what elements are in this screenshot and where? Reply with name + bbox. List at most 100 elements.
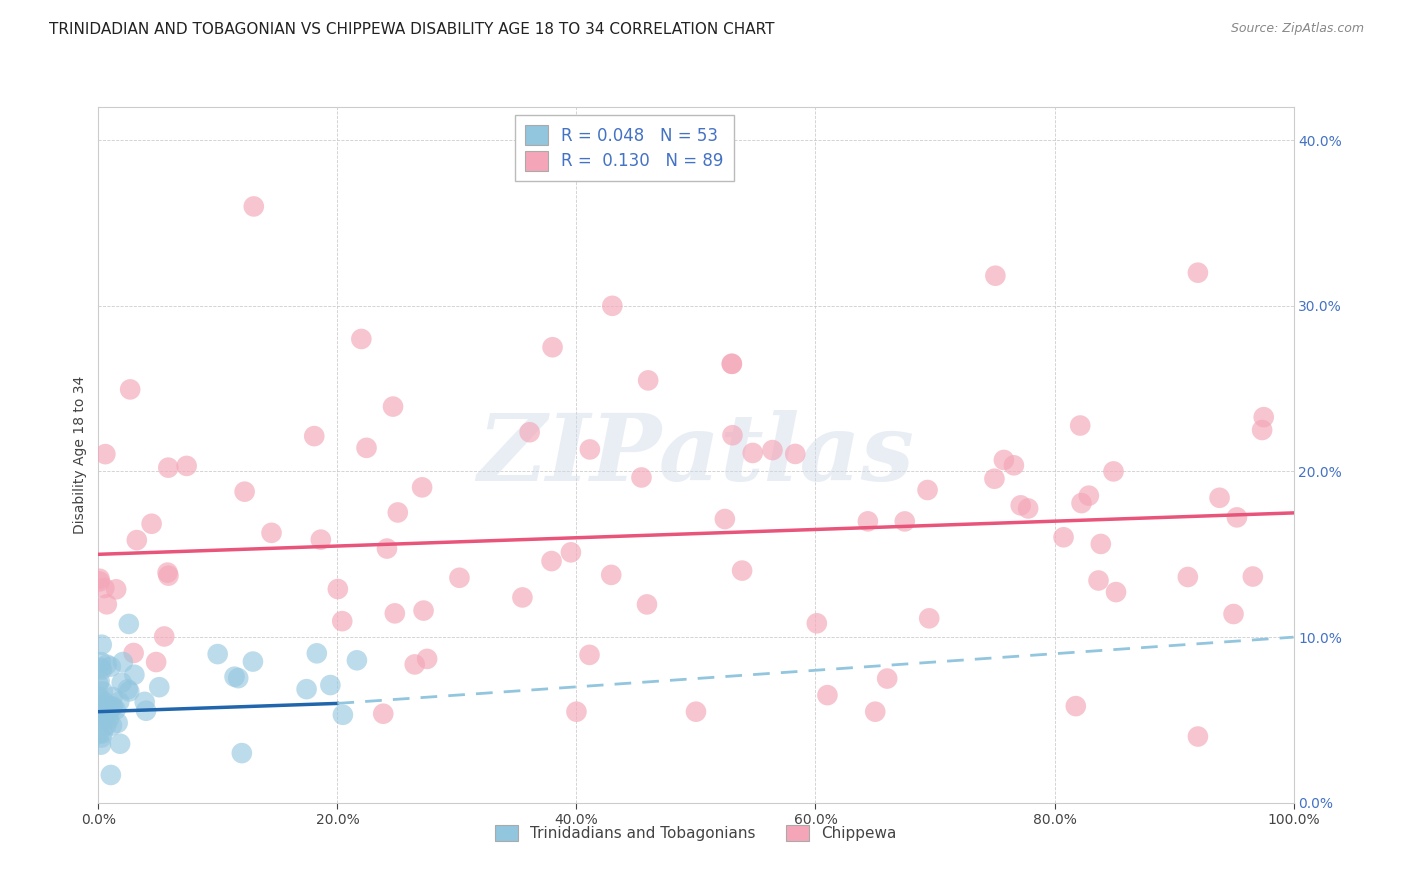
Point bbox=[90, 738, 112, 752]
Point bbox=[153, 630, 176, 644]
Point bbox=[1017, 501, 1039, 516]
Point bbox=[382, 400, 405, 414]
Point bbox=[122, 646, 145, 660]
Point bbox=[346, 653, 368, 667]
Point bbox=[1226, 510, 1249, 524]
Point bbox=[91, 698, 114, 712]
Point bbox=[87, 690, 110, 704]
Point bbox=[356, 441, 378, 455]
Point bbox=[984, 268, 1007, 283]
Point bbox=[89, 673, 111, 688]
Point bbox=[305, 646, 328, 660]
Point bbox=[91, 705, 114, 719]
Point bbox=[637, 373, 659, 387]
Point bbox=[1222, 607, 1244, 621]
Point bbox=[714, 512, 737, 526]
Point bbox=[93, 695, 115, 709]
Point bbox=[90, 655, 112, 669]
Point bbox=[600, 567, 623, 582]
Legend: Trinidadians and Tobagonians, Chippewa: Trinidadians and Tobagonians, Chippewa bbox=[489, 819, 903, 847]
Point bbox=[1241, 569, 1264, 583]
Point bbox=[94, 718, 117, 732]
Point bbox=[101, 718, 124, 732]
Text: Source: ZipAtlas.com: Source: ZipAtlas.com bbox=[1230, 22, 1364, 36]
Point bbox=[93, 711, 115, 725]
Point bbox=[90, 731, 112, 745]
Point bbox=[93, 581, 115, 595]
Point bbox=[145, 655, 167, 669]
Point bbox=[89, 574, 111, 589]
Point bbox=[1077, 489, 1099, 503]
Point bbox=[224, 670, 246, 684]
Point bbox=[411, 480, 433, 494]
Point bbox=[97, 703, 120, 717]
Point bbox=[118, 616, 141, 631]
Point bbox=[761, 443, 783, 458]
Point bbox=[1010, 499, 1032, 513]
Point bbox=[731, 564, 754, 578]
Point bbox=[1105, 585, 1128, 599]
Point bbox=[148, 680, 170, 694]
Point bbox=[91, 684, 114, 698]
Point bbox=[233, 484, 256, 499]
Text: TRINIDADIAN AND TOBAGONIAN VS CHIPPEWA DISABILITY AGE 18 TO 34 CORRELATION CHART: TRINIDADIAN AND TOBAGONIAN VS CHIPPEWA D… bbox=[49, 22, 775, 37]
Point bbox=[519, 425, 541, 440]
Point bbox=[373, 706, 395, 721]
Point bbox=[231, 746, 253, 760]
Point bbox=[412, 604, 434, 618]
Point bbox=[416, 652, 439, 666]
Point bbox=[295, 682, 318, 697]
Point bbox=[917, 483, 939, 497]
Point bbox=[97, 712, 120, 726]
Point bbox=[449, 571, 471, 585]
Point bbox=[630, 470, 652, 484]
Point bbox=[1052, 530, 1074, 544]
Point bbox=[1208, 491, 1230, 505]
Point bbox=[1069, 418, 1091, 433]
Point bbox=[602, 299, 624, 313]
Point bbox=[97, 704, 120, 718]
Point bbox=[176, 458, 198, 473]
Point bbox=[1177, 570, 1199, 584]
Point bbox=[96, 597, 118, 611]
Point bbox=[332, 707, 354, 722]
Point bbox=[226, 671, 249, 685]
Point bbox=[350, 332, 373, 346]
Point bbox=[207, 647, 229, 661]
Point bbox=[108, 737, 131, 751]
Point bbox=[721, 357, 744, 371]
Point bbox=[302, 429, 325, 443]
Point bbox=[107, 715, 129, 730]
Point bbox=[108, 695, 131, 709]
Point bbox=[993, 453, 1015, 467]
Point bbox=[94, 447, 117, 461]
Point bbox=[1253, 410, 1275, 425]
Point bbox=[260, 525, 283, 540]
Point bbox=[1002, 458, 1025, 473]
Point bbox=[1087, 574, 1109, 588]
Point bbox=[87, 677, 110, 691]
Point bbox=[243, 199, 266, 213]
Point bbox=[1090, 537, 1112, 551]
Point bbox=[134, 695, 156, 709]
Point bbox=[100, 699, 122, 714]
Point bbox=[91, 703, 114, 717]
Point bbox=[104, 703, 127, 717]
Point bbox=[242, 655, 264, 669]
Point bbox=[105, 582, 128, 597]
Point bbox=[319, 678, 342, 692]
Point bbox=[721, 428, 744, 442]
Point bbox=[93, 705, 115, 719]
Point bbox=[565, 705, 588, 719]
Point bbox=[806, 616, 828, 631]
Point bbox=[578, 648, 600, 662]
Point bbox=[815, 688, 838, 702]
Point bbox=[309, 533, 332, 547]
Point bbox=[685, 705, 707, 719]
Point bbox=[91, 663, 114, 677]
Point bbox=[721, 357, 744, 371]
Point bbox=[90, 698, 112, 712]
Point bbox=[384, 607, 406, 621]
Point bbox=[96, 657, 118, 672]
Point bbox=[157, 460, 180, 475]
